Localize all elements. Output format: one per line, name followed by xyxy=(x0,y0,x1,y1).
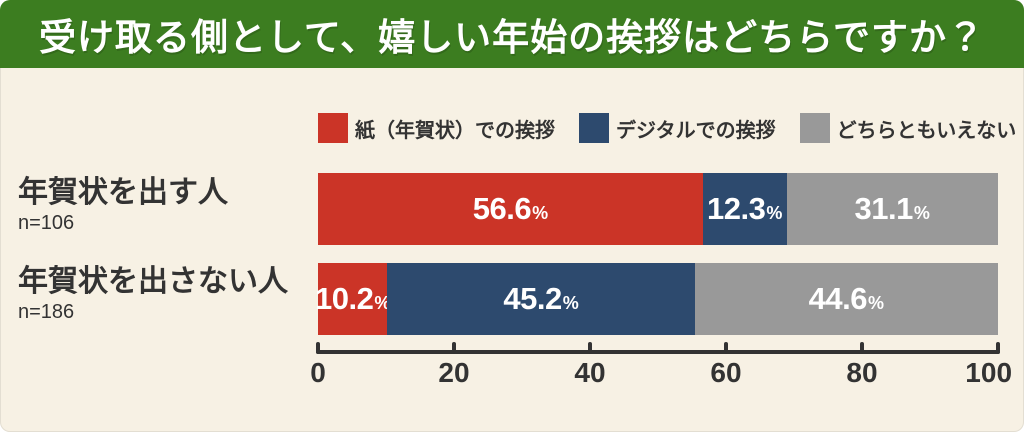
category-label-senders: 年賀状を出す人 n=106 xyxy=(18,176,310,235)
page-title: 受け取る側として、嬉しい年始の挨拶はどちらですか？ xyxy=(39,17,985,58)
percent-sign: % xyxy=(913,202,930,223)
tick-mark xyxy=(860,342,864,354)
bar-segment-paper: 10.2% xyxy=(315,263,391,335)
chart-legend: 紙（年賀状）での挨拶 デジタルでの挨拶 どちらともいえない xyxy=(318,112,1016,144)
tick-mark xyxy=(588,342,592,354)
bar-segment-neither: 44.6% xyxy=(694,263,998,335)
legend-swatch-paper xyxy=(318,113,348,143)
percent-sign: % xyxy=(532,202,549,223)
category-label-non-senders: 年賀状を出さない人 n=186 xyxy=(18,265,310,324)
x-axis: 0 20 40 60 80 100 xyxy=(310,342,1012,400)
segment-value: 45.2 xyxy=(503,281,562,316)
bar-segment-neither: 31.1% xyxy=(786,173,998,245)
sample-size: n=186 xyxy=(18,301,75,323)
percent-sign: % xyxy=(868,292,885,313)
percent-sign: % xyxy=(374,292,391,313)
legend-swatch-digital xyxy=(579,113,609,143)
tick-mark xyxy=(996,342,1000,354)
tick-mark xyxy=(724,342,728,354)
percent-sign: % xyxy=(766,202,783,223)
tick-label: 80 xyxy=(846,357,878,388)
legend-label-digital: デジタルでの挨拶 xyxy=(616,119,776,142)
stacked-bar-non-senders: 10.2% 45.2% 44.6% xyxy=(315,263,998,335)
tick-label: 20 xyxy=(438,357,470,388)
category-name: 年賀状を出す人 xyxy=(18,176,228,209)
tick-label: 40 xyxy=(574,357,606,388)
legend-swatch-neither xyxy=(799,113,830,143)
legend-label-paper: 紙（年賀状）での挨拶 xyxy=(355,119,555,142)
legend-item-paper: 紙（年賀状）での挨拶 xyxy=(318,113,555,143)
sample-size: n=106 xyxy=(18,212,75,234)
tick-mark xyxy=(452,342,456,354)
segment-value: 31.1 xyxy=(854,191,914,226)
header-banner: 受け取る側として、嬉しい年始の挨拶はどちらですか？ xyxy=(0,0,1024,68)
tick-mark xyxy=(316,342,320,354)
legend-label-neither: どちらともいえない xyxy=(836,119,1017,142)
percent-sign: % xyxy=(562,292,579,313)
segment-value: 44.6 xyxy=(808,281,868,316)
category-name: 年賀状を出さない人 xyxy=(18,265,288,298)
tick-label: 100 xyxy=(965,357,1013,388)
segment-value: 56.6 xyxy=(472,191,532,226)
tick-label: 60 xyxy=(710,357,742,388)
segment-value: 10.2 xyxy=(315,281,374,316)
legend-item-digital: デジタルでの挨拶 xyxy=(579,113,776,143)
stacked-bar-senders: 56.6% 12.3% 31.1% xyxy=(318,173,998,245)
segment-value: 12.3 xyxy=(707,191,766,226)
bar-segment-digital: 12.3% xyxy=(702,173,787,245)
x-axis-line xyxy=(316,350,1000,354)
tick-label: 0 xyxy=(310,357,326,388)
bar-segment-paper: 56.6% xyxy=(318,173,703,245)
bar-segment-digital: 45.2% xyxy=(387,263,695,335)
legend-item-neither: どちらともいえない xyxy=(799,113,1017,143)
